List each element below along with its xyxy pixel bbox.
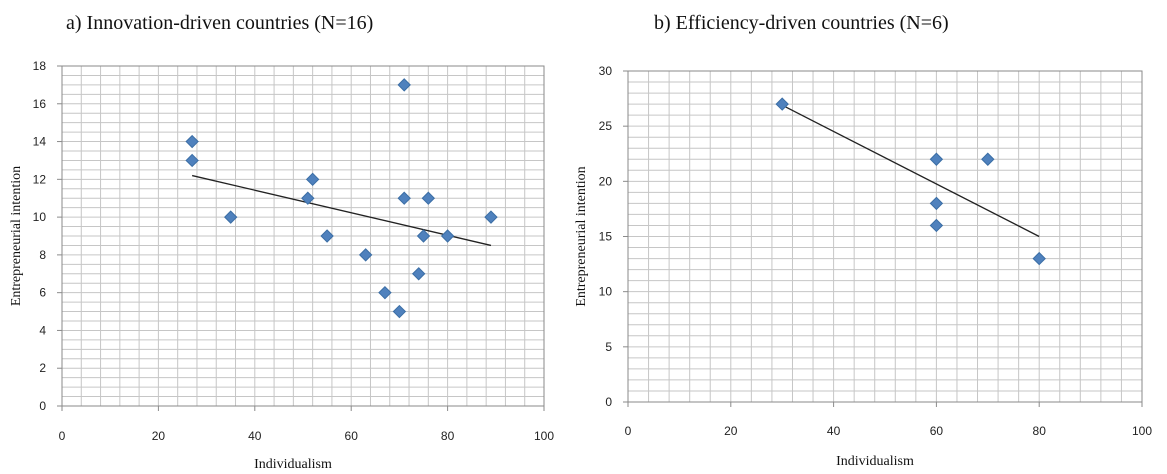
y-tick-label: 0	[39, 399, 46, 413]
x-tick-label: 80	[441, 429, 455, 443]
y-tick-label: 10	[33, 210, 47, 224]
data-point	[440, 229, 455, 243]
y-tick-label: 10	[599, 285, 613, 299]
data-point	[378, 285, 392, 300]
x-tick-label: 40	[248, 429, 262, 443]
data-point	[416, 229, 431, 243]
y-tick-label: 30	[599, 64, 613, 78]
y-axis-title: Entrepreneurial intention	[574, 166, 589, 306]
data-point	[305, 172, 320, 187]
x-tick-label: 40	[827, 424, 841, 438]
data-point	[981, 152, 995, 166]
y-tick-label: 18	[33, 59, 47, 73]
plot-frame-a	[61, 65, 545, 407]
y-tick-label: 6	[39, 286, 46, 300]
y-tick-label: 2	[39, 361, 46, 375]
y-tick-label: 8	[39, 248, 46, 262]
data-point	[223, 210, 238, 224]
data-point	[185, 153, 199, 168]
y-tick-label: 25	[599, 119, 613, 133]
trend-line	[191, 174, 492, 247]
x-axis-title: Individualism	[254, 457, 332, 472]
data-point	[397, 78, 411, 92]
x-tick-label: 0	[59, 429, 66, 443]
x-tick-label: 0	[625, 424, 632, 438]
y-tick-label: 5	[605, 340, 612, 354]
x-tick-label: 100	[1132, 424, 1152, 438]
y-tick-label: 4	[39, 323, 46, 337]
data-point	[929, 152, 944, 166]
y-tick-label: 15	[599, 230, 613, 244]
data-point	[421, 191, 436, 205]
x-tick-label: 80	[1033, 424, 1047, 438]
data-point	[392, 304, 407, 319]
data-point	[320, 229, 334, 243]
data-point	[929, 218, 944, 233]
grid-b	[627, 70, 1143, 403]
y-tick-label: 20	[599, 174, 613, 188]
chart-b: 0 20 40 60 80 100 0 5 10 15 20 25 30 Individualism Ent…	[574, 64, 1152, 469]
data-point	[484, 210, 498, 224]
data-point	[929, 196, 944, 211]
x-tick-label: 60	[930, 424, 944, 438]
x-axis-title: Individualism	[836, 454, 914, 469]
data-point	[775, 97, 789, 111]
x-tick-label: 100	[534, 429, 554, 443]
data-point	[358, 248, 373, 262]
chart-a-title: a) Innovation-driven countries (N=16)	[66, 12, 374, 34]
data-point	[1032, 251, 1046, 266]
y-tick-label: 14	[33, 135, 47, 149]
x-tick-label: 20	[152, 429, 166, 443]
grid-a	[61, 65, 545, 407]
y-axis-title: Entrepreneurial intention	[9, 166, 24, 306]
y-tick-label: 12	[33, 172, 47, 186]
data-point	[185, 134, 199, 149]
trend-line	[781, 104, 1040, 238]
x-tick-label: 20	[724, 424, 738, 438]
y-tick-label: 0	[605, 395, 612, 409]
data-point	[301, 191, 315, 205]
data-point	[397, 191, 411, 205]
data-point	[411, 267, 426, 281]
x-tick-label: 60	[345, 429, 359, 443]
chart-a: 0 20 40 60 80 100 0 2 4 6 8 10 12 14 16 18 Individualism…	[9, 59, 554, 472]
chart-b-title: b) Efficiency-driven countries (N=6)	[654, 12, 949, 34]
y-tick-label: 16	[33, 97, 47, 111]
